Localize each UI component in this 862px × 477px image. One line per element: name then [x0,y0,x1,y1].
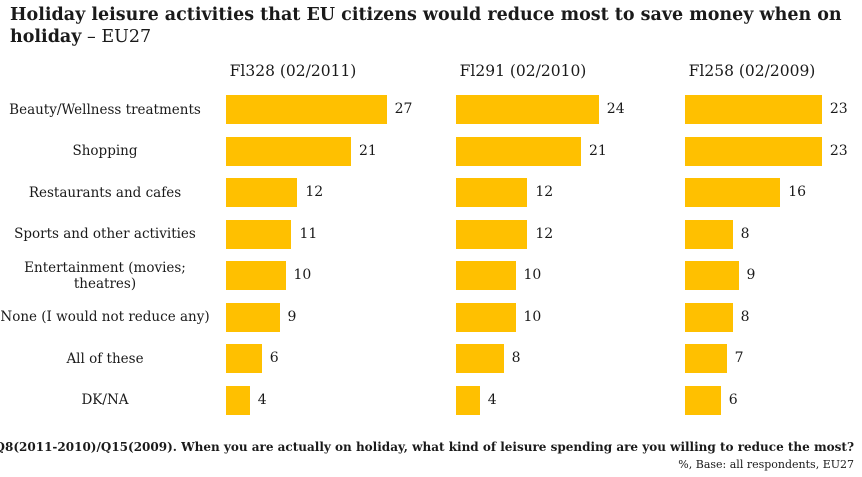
data-label: 4 [257,391,267,408]
data-label: 10 [293,267,312,283]
footer-question: Q8(2011-2010)/Q15(2009). When you are ac… [0,440,854,454]
data-label: 4 [487,391,497,408]
bar [226,95,387,124]
data-label: 6 [269,350,279,366]
bar [226,344,262,373]
bar [456,261,516,290]
data-label: 8 [740,225,750,242]
data-label: 9 [746,267,756,283]
bar [456,219,528,249]
bar [456,344,504,373]
category-label: Beauty/Wellness treatments [9,101,201,118]
bar [226,261,286,290]
bar [456,95,599,124]
panel-title: Fl258 (02/2009) [688,62,816,80]
data-label: 23 [829,142,848,159]
data-label: 12 [305,184,324,200]
chart-title: Holiday leisure activities that EU citiz… [10,4,855,48]
bar [685,261,739,290]
bar [456,178,528,207]
bar [685,178,781,207]
footer-base: %, Base: all respondents, EU27 [678,458,854,471]
bar [226,178,298,207]
chart-title-main: Holiday leisure activities that EU citiz… [10,5,842,47]
chart-title-suffix: – EU27 [81,27,152,47]
bar [456,302,516,332]
bar [685,385,721,415]
bar [226,385,250,415]
data-label: 12 [535,225,554,242]
data-label: 11 [299,225,318,242]
bar [685,95,822,124]
bar [685,219,733,249]
bar [456,136,581,166]
data-label: 23 [829,101,848,117]
category-label: Entertainment (movies; theatres) [24,259,186,292]
data-label: 10 [523,308,542,325]
category-label: Sports and other activities [14,226,196,242]
data-label: 6 [728,391,738,408]
bar [685,136,822,166]
bar [685,302,733,332]
category-label: Restaurants and cafes [28,184,182,201]
bar [685,344,727,373]
data-label: 10 [523,267,542,283]
data-label: 21 [358,142,377,159]
bar [456,385,480,415]
panel-title: Fl291 (02/2010) [459,62,587,80]
category-label: Shopping [72,143,138,159]
data-label: 16 [788,184,807,200]
data-label: 8 [511,350,521,366]
bar [226,136,351,166]
data-label: 27 [394,101,413,117]
data-label: 7 [734,350,744,366]
data-label: 21 [588,142,607,159]
category-label: DK/NA [81,392,129,408]
category-label: None (I would not reduce any) [0,309,210,325]
data-label: 8 [740,308,750,325]
data-label: 12 [535,184,554,200]
data-label: 9 [287,308,297,325]
bar [226,219,292,249]
bar [226,302,280,332]
data-label: 24 [606,101,625,117]
category-label: All of these [66,350,144,367]
panel-title: Fl328 (02/2011) [229,62,357,80]
